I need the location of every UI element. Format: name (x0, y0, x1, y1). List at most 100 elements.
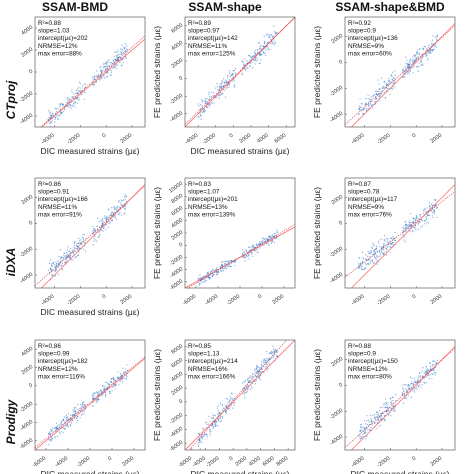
x-tick-label: 0 (229, 133, 235, 140)
data-point (233, 404, 235, 407)
data-point (432, 369, 434, 371)
data-point (204, 280, 206, 282)
scatter-panel-1: -4000 -2000 0 2000-4000-2000020004000R²=0.8… (19, 16, 146, 156)
data-point (406, 65, 408, 67)
x-axis-label: DIC measured strains (με) (191, 146, 290, 156)
data-point (203, 110, 205, 112)
data-point (273, 25, 275, 27)
stat-line: slope=0.9 (348, 351, 376, 358)
data-point (124, 43, 126, 45)
data-point (206, 273, 208, 276)
data-point (202, 435, 204, 438)
data-point (251, 376, 253, 378)
data-point (418, 66, 420, 68)
x-tick-label: 2000 (239, 133, 253, 145)
data-point (248, 54, 251, 56)
data-point (118, 200, 120, 202)
data-point (379, 100, 381, 102)
stat-line: slope=0.99 (38, 351, 70, 358)
data-point (430, 367, 432, 369)
data-point (93, 228, 95, 230)
data-point (125, 48, 128, 50)
data-point (378, 250, 381, 253)
data-point (249, 375, 252, 377)
data-point (241, 254, 244, 256)
y-tick-label: -2000 (19, 91, 34, 104)
data-point (70, 107, 73, 109)
data-point (393, 409, 395, 412)
data-point (66, 417, 69, 419)
data-point (220, 85, 222, 87)
data-point (214, 422, 216, 424)
data-point (201, 98, 203, 101)
data-point (253, 60, 255, 62)
data-point (234, 258, 236, 260)
data-point (420, 59, 422, 62)
data-point (123, 371, 125, 373)
data-point (108, 222, 110, 225)
y-tick-label: 2000 (171, 58, 185, 70)
data-point (272, 355, 275, 357)
data-point (216, 407, 219, 409)
data-point (47, 110, 50, 112)
data-point (230, 259, 233, 262)
data-point (408, 59, 411, 61)
data-point (234, 260, 236, 263)
y-tick-label: 0 (338, 59, 344, 66)
data-point (98, 231, 100, 233)
data-point (111, 206, 113, 209)
data-point (255, 368, 258, 371)
data-point (372, 243, 375, 246)
data-point (207, 99, 210, 101)
data-point (94, 235, 96, 238)
data-point (120, 202, 122, 204)
x-tick-label: 4000 (256, 133, 270, 145)
data-point (98, 74, 100, 77)
data-point (427, 215, 429, 217)
data-point (63, 254, 65, 257)
stat-line: slope=0.97 (188, 28, 220, 35)
data-point (116, 206, 118, 209)
data-point (233, 83, 235, 86)
x-tick-label: 0 (101, 294, 107, 301)
data-point (417, 228, 420, 231)
data-point (47, 443, 50, 446)
data-point (378, 95, 380, 98)
data-point (436, 216, 438, 219)
data-point (215, 421, 217, 423)
data-point (423, 381, 425, 384)
data-point (381, 250, 383, 253)
data-point (264, 49, 267, 51)
data-point (50, 431, 52, 433)
data-points (357, 34, 439, 120)
data-point (71, 414, 74, 416)
data-point (66, 423, 69, 425)
data-point (61, 259, 64, 261)
data-point (93, 237, 95, 240)
data-point (125, 377, 128, 379)
data-point (255, 249, 257, 252)
data-point (415, 217, 417, 219)
data-point (268, 362, 270, 364)
data-point (431, 39, 434, 41)
stat-line: intercept(με)=166 (38, 196, 88, 203)
data-point (414, 55, 416, 58)
y-axis-label: FE predicted strains (με) (312, 349, 322, 441)
data-point (274, 349, 276, 351)
data-point (273, 44, 275, 46)
data-point (212, 95, 214, 97)
row-title-idxa: iDXA (4, 248, 18, 277)
data-point (102, 69, 104, 71)
data-point (415, 214, 418, 216)
data-point (69, 252, 71, 255)
data-point (199, 115, 202, 117)
data-point (50, 440, 53, 442)
data-point (100, 229, 102, 231)
x-tick-label: 0 (257, 294, 263, 301)
data-point (228, 265, 230, 267)
y-tick-label: -2000 (19, 401, 34, 414)
data-point (124, 47, 126, 49)
data-point (388, 83, 390, 85)
y-tick-label: -2000 (329, 246, 344, 259)
